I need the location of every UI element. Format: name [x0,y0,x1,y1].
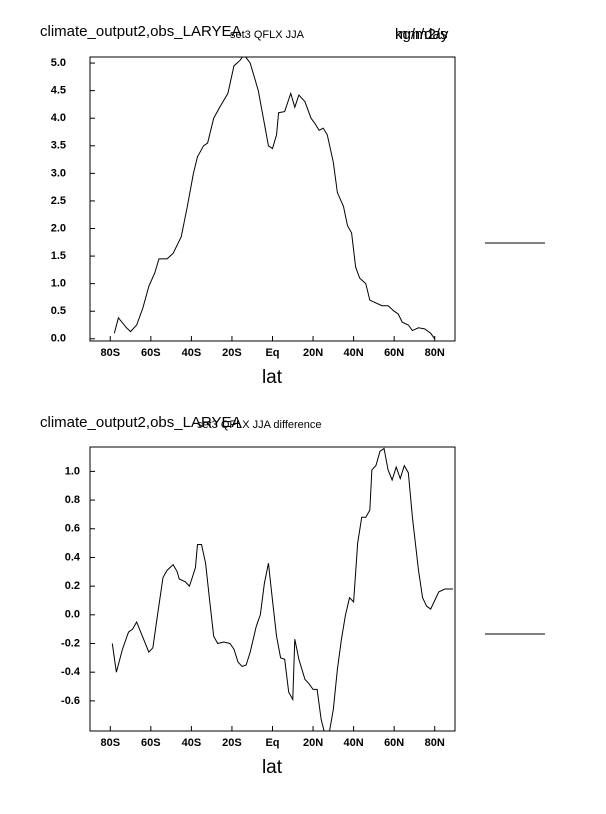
y-tick-label: 0.8 [65,494,80,506]
x-tick-label: 60N [384,737,404,749]
x-tick-label: 80N [425,347,445,359]
y-tick-label: 0.5 [51,305,66,317]
y-tick-label: 4.0 [51,112,66,124]
x-tick-label: Eq [265,347,279,359]
y-tick-label: 5.0 [51,57,66,69]
x-tick-label: 60N [384,347,404,359]
y-tick-label: 2.0 [51,222,66,234]
y-tick-label: -0.4 [61,666,81,678]
y-tick-label: 1.0 [51,278,66,290]
chart-subtitle: set3 QFLX JJA difference [197,419,322,431]
y-tick-label: 3.0 [51,167,66,179]
y-tick-label: -0.2 [61,637,80,649]
y-tick-label: -0.6 [61,695,80,707]
x-axis-label: lat [262,367,283,388]
y-tick-label: 0.4 [65,551,81,563]
units: mm/day [395,26,449,43]
y-tick-label: 0.0 [51,333,66,345]
x-tick-label: 80S [100,737,120,749]
y-tick-label: 0.0 [65,609,80,621]
x-tick-label: 40S [182,737,202,749]
x-tick-label: 80S [100,347,120,359]
x-tick-label: 40N [344,347,364,359]
x-tick-label: 20N [303,737,323,749]
x-tick-label: 60S [141,737,161,749]
plot-frame [89,56,456,342]
y-tick-label: 0.6 [65,523,80,535]
x-axis-label: lat [262,757,283,778]
x-tick-label: Eq [265,737,279,749]
x-tick-label: 60S [141,347,161,359]
data-line [111,447,453,731]
units: kg/m2/s [395,26,448,43]
x-tick-label: 40S [182,347,202,359]
chart-title: climate_output2,obs_LARYEA [40,414,242,431]
x-tick-label: 40N [344,737,364,749]
chart-subtitle: set3 QFLX JJA [230,29,305,41]
y-tick-label: 4.5 [51,85,66,97]
y-tick-label: 1.0 [65,465,80,477]
x-tick-label: 20N [303,347,323,359]
x-tick-label: 20S [222,347,242,359]
plot-frame [89,446,456,732]
y-tick-label: 1.5 [51,250,66,262]
x-tick-label: 20S [222,737,242,749]
chart-title: climate_output2,obs_LARYEA [40,23,242,40]
data-line [113,57,436,340]
y-tick-label: 0.2 [65,580,80,592]
y-tick-label: 2.5 [51,195,66,207]
x-tick-label: 80N [425,737,445,749]
y-tick-label: 3.5 [51,140,66,152]
